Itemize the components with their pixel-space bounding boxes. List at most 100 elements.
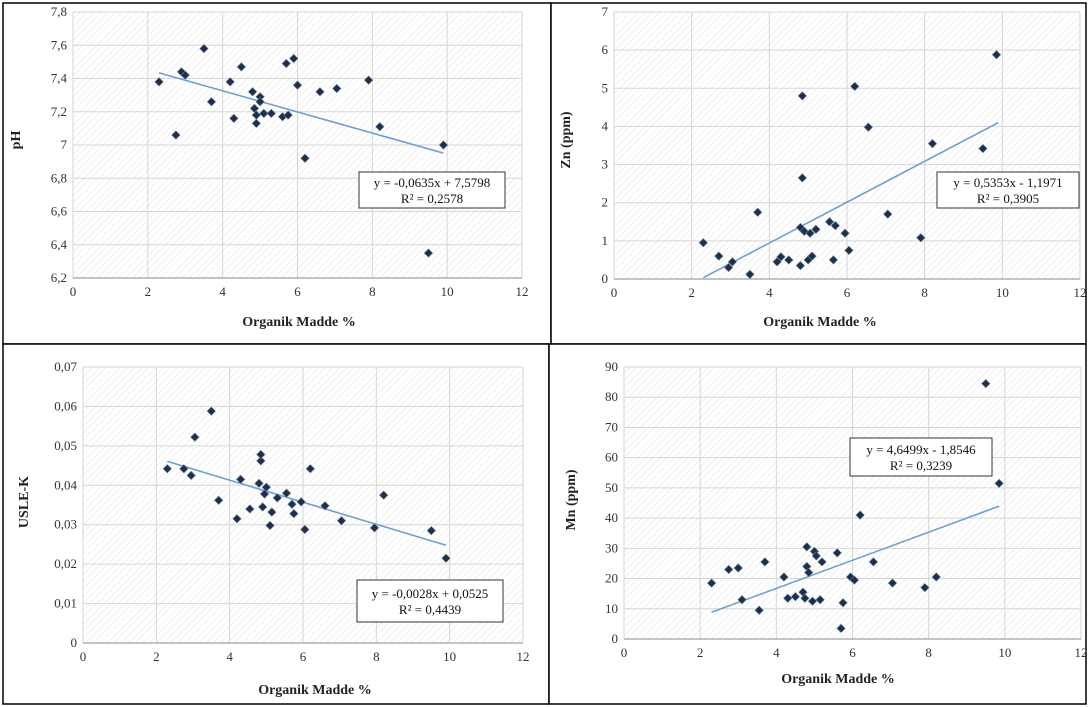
ph-data-point [259, 108, 269, 119]
mn-data-point [811, 551, 821, 561]
usle-k-data-point [261, 482, 271, 492]
zn-data-point [807, 251, 817, 261]
mn-data-point [754, 605, 764, 615]
zn-x-tick-label: 2 [688, 285, 695, 300]
mn-y-axis-label: Mn (ppm) [564, 469, 579, 530]
zn-trendline [702, 121, 999, 279]
ph-data-point [363, 75, 374, 85]
usle-k-data-point [256, 449, 266, 460]
ph-data-point [251, 118, 261, 129]
zn-x-axis-label: Organik Madde % [763, 315, 877, 330]
usle-k-data-point [186, 470, 196, 481]
ph-data-point [206, 97, 217, 107]
mn-data-point [849, 575, 860, 585]
ph-data-point [423, 248, 434, 258]
zn-y-tick-label: 7 [602, 4, 609, 19]
mn-equation-box [849, 437, 993, 477]
ph-x-tick-label: 8 [369, 284, 376, 299]
mn-y-tick-label: 50 [605, 480, 618, 495]
usle-k-data-point [162, 464, 172, 474]
usle-k-data-point [296, 497, 306, 507]
usle-k-data-point [320, 501, 330, 511]
mn-data-point [887, 578, 898, 588]
zn-y-tick-label: 1 [602, 233, 609, 248]
ph-data-point [236, 62, 246, 72]
usle-k-trendline [167, 460, 447, 547]
zn-data-point [698, 238, 708, 248]
usle-k-data-point [265, 520, 275, 531]
mn-y-tick-label: 10 [605, 601, 618, 616]
zn-data-point [840, 228, 850, 238]
usle-k-x-tick-label: 10 [443, 649, 456, 664]
zn-data-point [830, 220, 840, 231]
ph-data-point [229, 113, 239, 124]
zn-data-point [723, 262, 734, 273]
zn-y-tick-label: 5 [602, 80, 609, 95]
mn-r-squared-text: R² = 0,3239 [890, 458, 952, 473]
mn-x-tick-label: 6 [849, 645, 856, 660]
usle-k-data-point [206, 406, 216, 416]
mn-y-tick-label: 40 [605, 510, 618, 525]
mn-x-tick-label: 2 [697, 645, 704, 660]
mn-data-point [800, 593, 810, 603]
mn-data-point [783, 593, 793, 603]
zn-data-point [797, 173, 807, 183]
zn-data-point [811, 224, 821, 235]
usle-k-data-point [190, 432, 200, 442]
mn-y-tick-label: 80 [605, 389, 618, 404]
zn-y-axis-label: Zn (ppm) [559, 111, 574, 169]
usle-k-data-point [256, 456, 266, 466]
zn-data-point [991, 50, 1002, 60]
mn-data-point [724, 564, 734, 575]
mn-data-point [790, 592, 800, 602]
mn-data-point [706, 578, 717, 588]
mn-x-tick-label: 0 [621, 645, 628, 660]
zn-y-tick-label: 6 [602, 42, 609, 57]
ph-y-tick-label: 7,4 [51, 71, 68, 86]
zn-data-point [797, 91, 807, 101]
zn-data-point [916, 233, 926, 243]
mn-chart-panel: 0 10 20 30 40 50 60 70 80 90 0 2 4 6 8 10 12 Organik Madd… [548, 343, 1088, 705]
usle-k-x-tick-label: 12 [517, 649, 530, 664]
usle-k-data-point [441, 553, 451, 563]
mn-data-point [994, 478, 1004, 488]
ph-data-point [332, 83, 342, 94]
ph-x-tick-label: 10 [441, 284, 454, 299]
mn-data-point [807, 596, 818, 606]
mn-data-point [838, 598, 848, 608]
usle-k-data-point [254, 478, 264, 488]
ph-y-tick-label: 6,6 [51, 204, 68, 219]
usle-k-data-point [300, 524, 310, 535]
mn-data-point [920, 582, 930, 593]
zn-x-tick-label: 10 [996, 285, 1009, 300]
ph-data-point [171, 130, 181, 140]
usle-k-x-tick-label: 6 [300, 649, 307, 664]
mn-data-point [836, 623, 846, 634]
mn-data-point [817, 557, 827, 567]
usle-k-x-tick-label: 4 [226, 649, 233, 664]
mn-trendline [711, 505, 1000, 614]
ph-data-point [180, 70, 190, 80]
mn-y-tick-label: 90 [605, 359, 618, 374]
ph-data-point [225, 77, 235, 87]
usle-k-chart-panel: 0 0,01 0,02 0,03 0,04 0,05 0,06 0,07 0 2 4 6 8 10 12 Or… [2, 343, 550, 705]
mn-x-tick-label: 10 [998, 645, 1011, 660]
mn-equation-text: y = 4,6499x - 1,8546 [866, 442, 976, 457]
zn-data-point [850, 81, 860, 92]
usle-k-data-point [289, 509, 299, 519]
ph-data-point [255, 97, 265, 107]
ph-data-point [199, 43, 209, 54]
usle-k-data-point [272, 493, 282, 503]
zn-data-point [727, 257, 738, 267]
usle-k-x-tick-label: 0 [80, 649, 87, 664]
usle-k-data-point [179, 464, 189, 474]
zn-y-tick-label: 0 [602, 271, 609, 286]
usle-k-y-tick-label: 0 [71, 635, 78, 650]
zn-data-point [745, 269, 755, 280]
ph-y-tick-label: 7 [61, 137, 68, 152]
ph-x-tick-label: 2 [145, 284, 152, 299]
zn-equation-box [936, 171, 1080, 209]
zn-data-point [795, 261, 806, 271]
